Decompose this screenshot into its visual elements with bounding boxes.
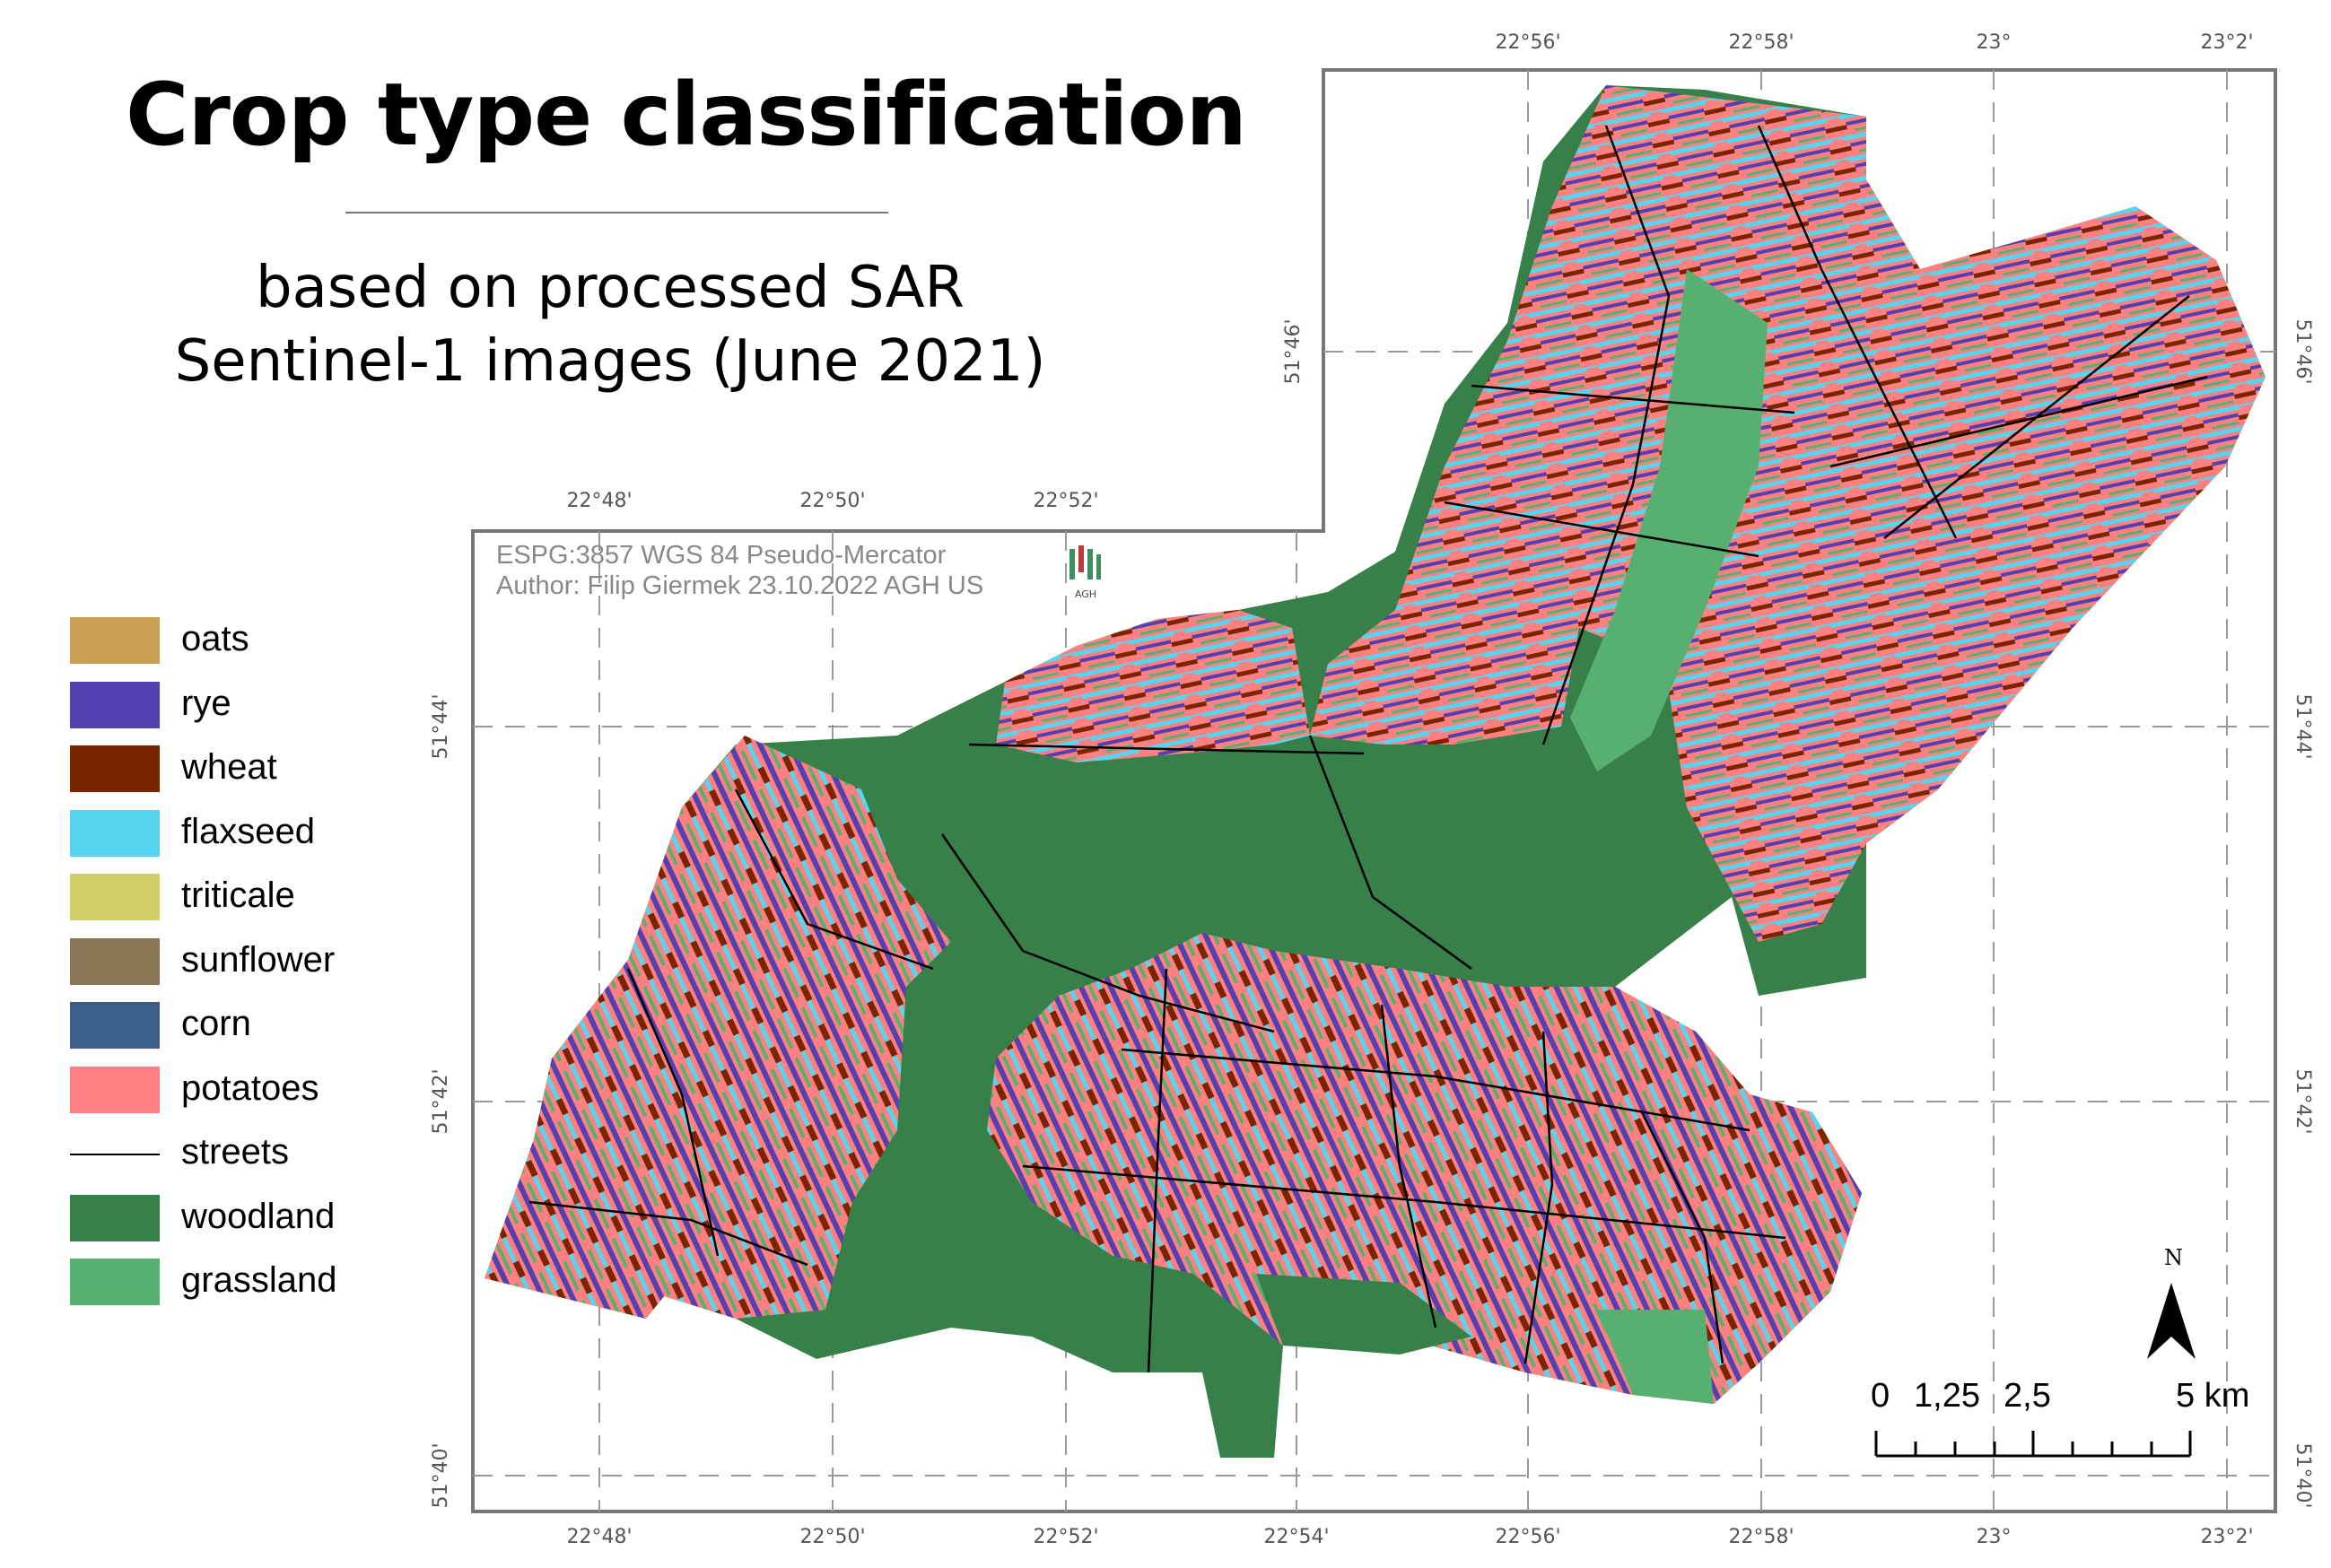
subtitle-line-1: based on processed SAR — [256, 255, 965, 321]
legend-item-woodland: woodland — [70, 1194, 429, 1241]
legend-item-grassland: grassland — [70, 1259, 429, 1305]
tick-bottom-6: 23° — [1977, 1526, 2012, 1548]
legend-swatch-corn — [70, 1002, 160, 1049]
tick-upper-left-0: 51°46' — [1282, 318, 1305, 384]
map-subtitle: based on processed SAR Sentinel-1 images… — [126, 251, 1095, 398]
map-neatline — [471, 68, 2277, 1513]
legend-item-streets: streets — [70, 1130, 429, 1177]
tick-left-1: 51°42' — [430, 1068, 452, 1134]
legend-swatch-woodland — [70, 1194, 160, 1241]
legend-swatch-potatoes — [70, 1066, 160, 1113]
tick-left-2: 51°40' — [430, 1442, 452, 1508]
legend-label-woodland: woodland — [181, 1196, 336, 1236]
scale-label-0: 0 — [1871, 1377, 1890, 1415]
legend-item-sunflower: sunflower — [70, 937, 429, 985]
legend-label-sunflower: sunflower — [181, 939, 336, 980]
tick-bottom-0: 22°48' — [566, 1526, 632, 1548]
projection-text: ESPG:3857 WGS 84 Pseudo-Mercator — [496, 541, 947, 570]
legend-swatch-grassland — [70, 1259, 160, 1305]
scale-bar: 0 1,25 2,5 5 km — [1871, 1377, 2283, 1458]
scale-label-3: 5 km — [2176, 1377, 2250, 1415]
tick-labels-top: 22°56' 22°58' 23° 23°2' — [1495, 31, 2253, 54]
legend-swatch-flaxseed — [70, 809, 160, 857]
tick-mid-1: 22°50' — [799, 490, 865, 512]
tick-bottom-3: 22°54' — [1263, 1526, 1329, 1548]
tick-top-2: 23° — [1977, 31, 2012, 54]
legend-label-triticale: triticale — [181, 875, 295, 915]
north-label: N — [2164, 1245, 2183, 1270]
legend-line-streets — [70, 1154, 160, 1155]
legend-label-streets: streets — [181, 1132, 290, 1172]
legend-swatch-wheat — [70, 745, 160, 792]
north-arrow-icon — [2147, 1283, 2196, 1359]
grassland-southeast — [1597, 1310, 1714, 1404]
crop-fields-west — [485, 736, 951, 1319]
legend-item-potatoes: potatoes — [70, 1066, 429, 1113]
legend-label-grassland: grassland — [181, 1260, 337, 1300]
tick-mid-0: 22°48' — [566, 490, 632, 512]
tick-labels-mid: 22°48' 22°50' 22°52' — [566, 490, 1098, 512]
tick-right-2: 51°42' — [2292, 1068, 2314, 1134]
woodland-south-patch — [1256, 1274, 1471, 1355]
subtitle-line-2: Sentinel-1 images (June 2021) — [174, 328, 1046, 395]
tick-labels-right: 51°46' 51°44' 51°42' 51°40' — [2292, 318, 2314, 1508]
map-title: Crop type classification — [126, 65, 1247, 165]
title-divider — [345, 212, 888, 213]
legend-item-wheat: wheat — [70, 745, 429, 792]
scale-label-1: 1,25 — [1914, 1377, 1980, 1415]
tick-mid-2: 22°52' — [1033, 490, 1098, 512]
tick-top-3: 23°2' — [2200, 31, 2253, 54]
tick-right-1: 51°44' — [2292, 693, 2314, 759]
legend-label-corn: corn — [181, 1004, 251, 1043]
tick-labels-bottom: 22°48' 22°50' 22°52' 22°54' 22°56' 22°58… — [566, 1526, 2253, 1548]
legend-item-flaxseed: flaxseed — [70, 809, 429, 857]
legend-swatch-sunflower — [70, 937, 160, 985]
map-metadata: ESPG:3857 WGS 84 Pseudo-Mercator Author:… — [496, 540, 983, 601]
tick-bottom-4: 22°56' — [1495, 1526, 1560, 1548]
legend-item-corn: corn — [70, 1002, 429, 1049]
tick-right-0: 51°46' — [2292, 318, 2314, 384]
legend-label-rye: rye — [181, 683, 231, 723]
legend-item-oats: oats — [70, 617, 429, 664]
legend-swatch-triticale — [70, 874, 160, 920]
tick-bottom-1: 22°50' — [799, 1526, 865, 1548]
tick-right-3: 51°40' — [2292, 1442, 2314, 1508]
agh-logo-text: AGH — [1075, 588, 1096, 600]
crop-fields-center — [987, 933, 1862, 1404]
tick-labels-left: 51°44' 51°42' 51°40' 51°46' — [430, 318, 1305, 1508]
legend-swatch-oats — [70, 617, 160, 664]
legend-label-flaxseed: flaxseed — [181, 811, 315, 851]
legend-label-wheat: wheat — [181, 747, 277, 787]
legend-label-potatoes: potatoes — [181, 1067, 319, 1108]
tick-bottom-2: 22°52' — [1033, 1526, 1098, 1548]
scale-label-2: 2,5 — [2004, 1377, 2051, 1415]
author-text: Author: Filip Giermek 23.10.2022 AGH US — [496, 571, 984, 600]
legend-item-triticale: triticale — [70, 874, 429, 920]
study-area — [485, 85, 2266, 1458]
legend-swatch-rye — [70, 681, 160, 728]
legend-label-oats: oats — [181, 619, 249, 658]
agh-logo: AGH — [1069, 545, 1101, 600]
tick-bottom-7: 23°2' — [2200, 1526, 2253, 1548]
tick-bottom-5: 22°58' — [1728, 1526, 1794, 1548]
tick-left-0: 51°44' — [430, 693, 452, 759]
grassland-strip — [1570, 269, 1768, 771]
streets — [528, 125, 2208, 1373]
crop-fields-north — [996, 610, 1310, 762]
tick-top-1: 22°58' — [1728, 31, 1794, 54]
tick-top-0: 22°56' — [1495, 31, 1560, 54]
legend-item-rye: rye — [70, 681, 429, 728]
scale-bar-ruler — [1874, 1431, 2192, 1458]
